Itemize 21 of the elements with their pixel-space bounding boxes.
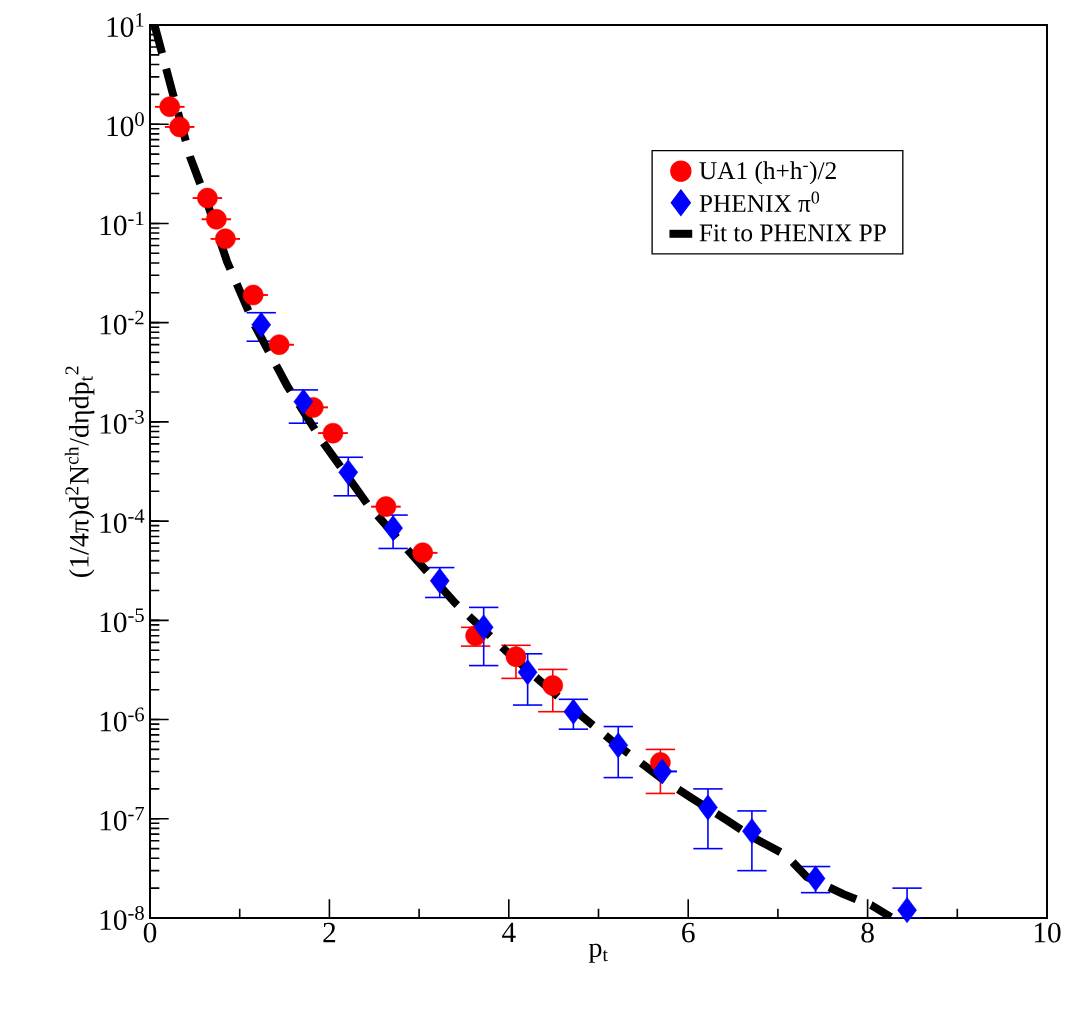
x-axis-title: p$_{t}$ xyxy=(588,943,608,963)
x-tick-label: 0 xyxy=(143,922,157,943)
y-tick-label: 10$^{-3}$ xyxy=(100,409,144,434)
y-tick-label: 10$^{-4}$ xyxy=(100,509,145,534)
x-tick-label: 2 xyxy=(323,922,336,943)
y-tick-label: 10$^{-6}$ xyxy=(100,707,145,732)
x-tick-label: 8 xyxy=(861,922,874,943)
x-tick-label: 6 xyxy=(682,922,695,943)
y-axis-title: (1/4π)d$^{2}$N$^{ch}$/dηdp$_{t}$2 xyxy=(64,366,95,577)
y-tick-label: 10$^{1}$ xyxy=(107,13,144,37)
x-tick-label: 4 xyxy=(502,922,516,943)
x-tick-label: 10 xyxy=(1034,922,1061,943)
legend-label: Fit to PHENIX PP xyxy=(699,224,886,242)
y-tick-label: 10$^{-8}$ xyxy=(100,906,144,930)
y-tick-label: 10$^{-2}$ xyxy=(100,310,144,335)
legend-label: PHENIX π$^{0}$ xyxy=(699,191,820,212)
y-tick-label: 10$^{0}$ xyxy=(107,112,144,137)
y-tick-label: 10$^{-5}$ xyxy=(100,608,144,633)
y-tick-label: 10$^{-1}$ xyxy=(100,211,144,236)
y-tick-label: 10$^{-7}$ xyxy=(100,806,145,831)
legend-label: UA1 (h+h$^{-}$)/2 xyxy=(699,161,836,185)
